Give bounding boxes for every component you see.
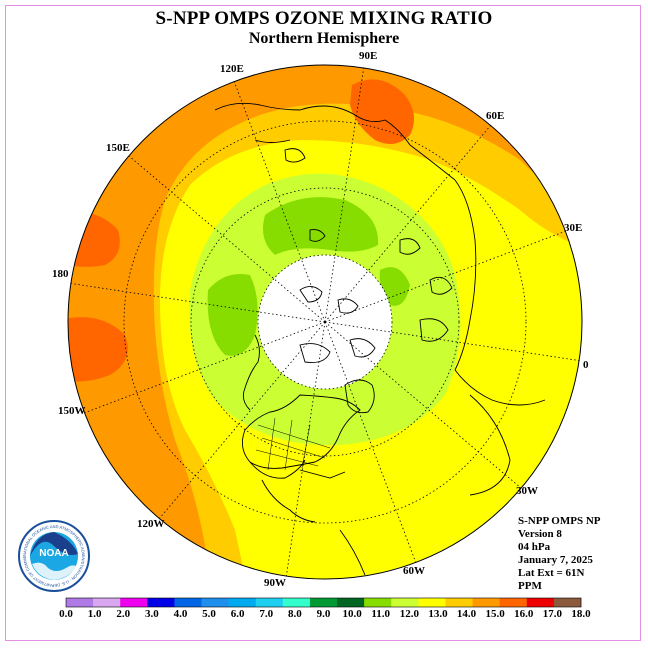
- contour-band-15-16: [68, 317, 128, 382]
- contour-band-10-11: [379, 267, 410, 306]
- colorbar-swatch: [93, 598, 121, 607]
- contour-band-13-14: [68, 65, 582, 579]
- noaa-logo-text: NOAA: [39, 548, 68, 559]
- image-frame: [5, 5, 641, 641]
- colorbar-swatch: [120, 598, 148, 607]
- colorbar-tick-label: 2.0: [116, 608, 131, 620]
- lon-label-60w: 60W: [403, 565, 425, 577]
- lon-label-90w: 90W: [264, 577, 286, 589]
- colorbar-swatch: [228, 598, 257, 607]
- colorbar-swatch: [147, 598, 175, 607]
- colorbar-tick-label: 0.0: [59, 608, 73, 620]
- noaa-logo-icon: NOAA NATIONAL OCEANIC AND ATMOSPHERIC AD…: [18, 520, 90, 592]
- colorbar-tick-label: 17.0: [542, 608, 562, 620]
- colorbar-tick-label: 16.0: [514, 608, 534, 620]
- colorbar-tick-label: 11.0: [371, 608, 391, 620]
- map-boundary: [67, 64, 583, 580]
- colorbar-swatch: [201, 598, 229, 607]
- colorbar-swatch: [391, 598, 419, 607]
- colorbar-swatch: [472, 598, 500, 607]
- colorbar-tick-label: 6.0: [230, 608, 245, 620]
- lon-label-150w: 150W: [58, 405, 86, 417]
- graticule: [67, 65, 583, 579]
- lon-label-0: 0: [583, 359, 589, 371]
- info-units: PPM: [518, 580, 542, 592]
- info-pressure-level: 04 hPa: [518, 541, 551, 553]
- colorbar-tick-label: 12.0: [399, 608, 419, 620]
- info-lat-extent: Lat Ext = 61N: [518, 567, 585, 579]
- colorbar-tick-label: 3.0: [144, 608, 159, 620]
- colorbar-swatch: [282, 598, 311, 607]
- colorbar-swatch: [553, 598, 582, 607]
- colorbar-swatch: [66, 598, 94, 607]
- info-instrument: S-NPP OMPS NP: [518, 515, 601, 527]
- colorbar-tick-label: 15.0: [485, 608, 505, 620]
- lon-label-120w: 120W: [137, 518, 165, 530]
- colorbar-swatch: [445, 598, 473, 607]
- lon-label-30w: 30W: [516, 485, 538, 497]
- colorbar-tick-label: 4.0: [173, 608, 188, 620]
- colorbar-swatch: [337, 598, 365, 607]
- colorbar-outline: [65, 597, 582, 608]
- colorbar-tick-label: 13.0: [428, 608, 448, 620]
- us-state-lines: [255, 417, 331, 471]
- coastlines: [214, 102, 546, 576]
- colorbar-swatch: [255, 598, 284, 607]
- lon-label-120e: 120E: [220, 63, 244, 75]
- colorbar-swatch: [526, 598, 555, 607]
- colorbar-tick-label: 18.0: [571, 608, 591, 620]
- lon-label-90e: 90E: [359, 50, 378, 62]
- product-info: S-NPP OMPS NP Version 8 04 hPa January 7…: [518, 515, 601, 593]
- colorbar: [65, 597, 582, 608]
- lon-label-180: 180: [52, 268, 69, 280]
- colorbar-swatch: [418, 598, 446, 607]
- colorbar-tick-label: 5.0: [202, 608, 216, 620]
- page-subtitle: Northern Hemisphere: [248, 30, 400, 47]
- lon-label-30e: 30E: [564, 222, 583, 234]
- lon-label-60e: 60E: [486, 110, 505, 122]
- colorbar-tick-label: 14.0: [456, 608, 477, 620]
- colorbar-swatch: [499, 598, 528, 607]
- info-version: Version 8: [518, 528, 562, 540]
- contour-band-10-11: [262, 197, 379, 255]
- colorbar-tick-label: 8.0: [288, 608, 302, 620]
- colorbar-tick-label: 10.0: [342, 608, 362, 620]
- colorbar-tick-label: 7.0: [259, 608, 274, 620]
- contour-band-10-11: [207, 274, 258, 356]
- colorbar-swatch: [174, 598, 202, 607]
- colorbar-tick-label: 9.0: [316, 608, 331, 620]
- lon-label-150e: 150E: [106, 142, 130, 154]
- colorbar-tick-label: 1.0: [87, 608, 102, 620]
- info-date: January 7, 2025: [518, 554, 593, 566]
- colorbar-swatch: [364, 598, 392, 607]
- page-title: S-NPP OMPS OZONE MIXING RATIO: [155, 8, 493, 29]
- contour-band-15-16: [350, 79, 414, 144]
- colorbar-swatch: [309, 598, 338, 607]
